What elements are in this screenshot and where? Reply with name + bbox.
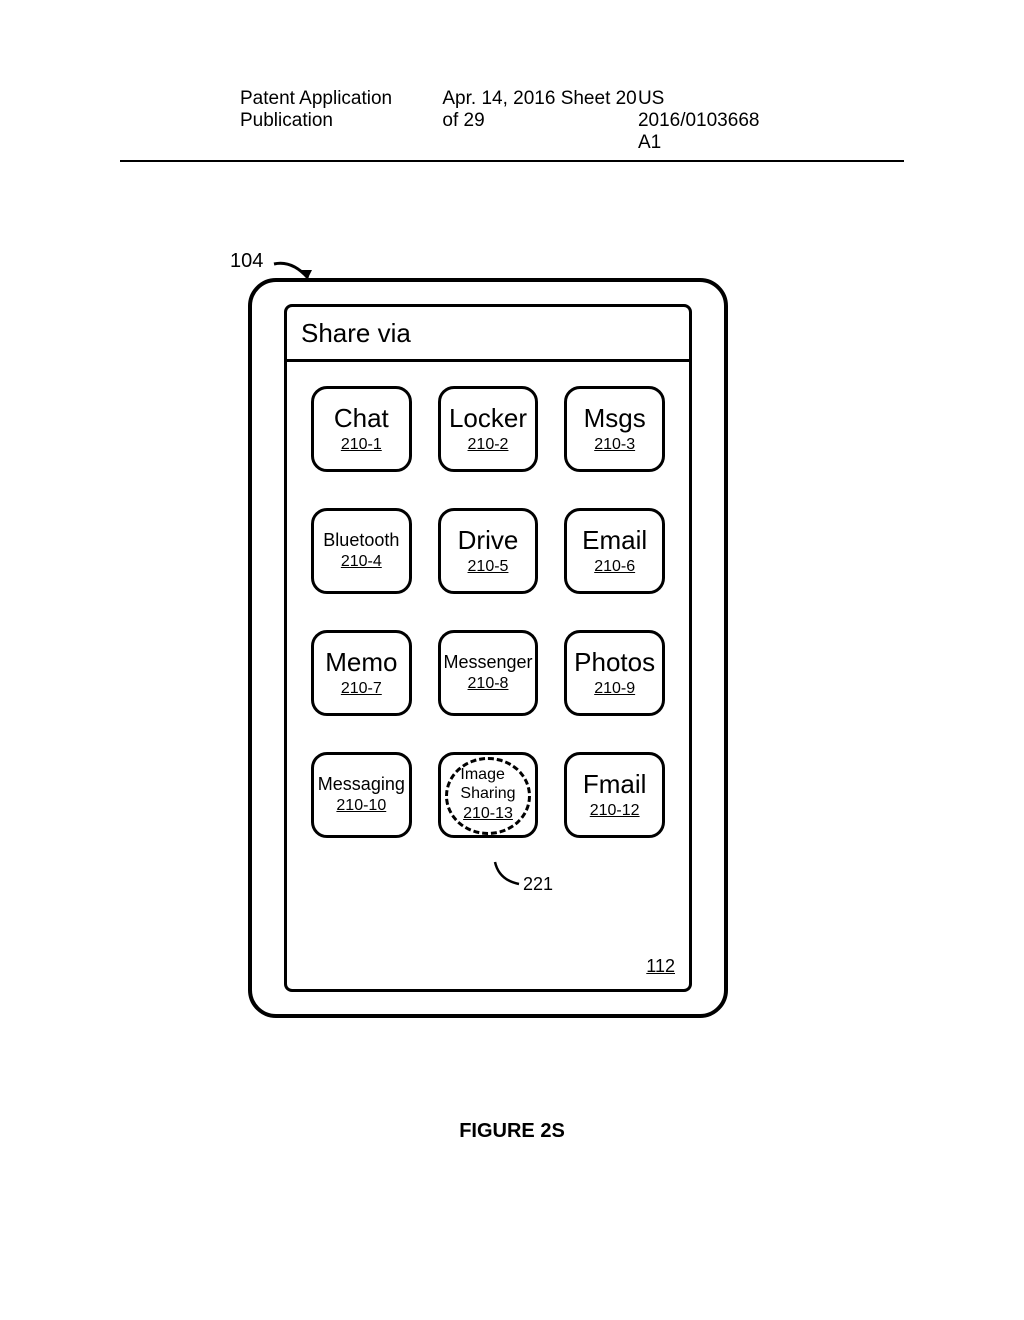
share-option-name: Bluetooth: [323, 530, 399, 551]
share-option-name: Messenger: [443, 652, 532, 673]
share-option-ref: 210-12: [590, 802, 640, 820]
header-center: Apr. 14, 2016 Sheet 20 of 29: [442, 88, 638, 154]
ref-221-label: 221: [523, 874, 553, 895]
header-left: Patent Application Publication: [240, 88, 442, 154]
share-option-tile[interactable]: ImageSharing 210-13: [438, 752, 539, 838]
share-options-grid: Chat 210-1 Locker 210-2 Msgs 210-3 Bluetooth 21…: [311, 386, 665, 838]
share-option-ref: 210-10: [336, 797, 386, 815]
share-option-ref: 210-9: [594, 680, 635, 698]
share-option-tile[interactable]: Chat 210-1: [311, 386, 412, 472]
share-option-tile[interactable]: Locker 210-2: [438, 386, 539, 472]
share-option-name: Msgs: [584, 404, 646, 434]
ref-221-leader: [491, 858, 525, 888]
page-header: Patent Application Publication Apr. 14, …: [120, 88, 904, 162]
share-option-ref: 210-1: [341, 436, 382, 454]
share-option-ref: 210-4: [341, 553, 382, 571]
share-option-tile[interactable]: Messaging 210-10: [311, 752, 412, 838]
share-option-tile[interactable]: Email 210-6: [564, 508, 665, 594]
header-right: US 2016/0103668 A1: [638, 88, 784, 154]
share-option-name: Email: [582, 526, 647, 556]
share-option-tile[interactable]: Drive 210-5: [438, 508, 539, 594]
share-option-tile[interactable]: Messenger 210-8: [438, 630, 539, 716]
share-option-ref: 210-3: [594, 436, 635, 454]
share-option-name: Photos: [574, 648, 655, 678]
share-option-name: Fmail: [583, 770, 647, 800]
share-option-name: Messaging: [318, 774, 405, 795]
share-option-tile[interactable]: Memo 210-7: [311, 630, 412, 716]
share-dialog-content: Chat 210-1 Locker 210-2 Msgs 210-3 Bluetooth 21…: [284, 362, 692, 992]
device-frame: Share via Chat 210-1 Locker 210-2 Msgs 210-3 B…: [248, 278, 728, 1018]
share-dialog-titlebar: Share via: [284, 304, 692, 362]
share-option-name: ImageSharing: [460, 766, 515, 803]
share-option-name: Locker: [449, 404, 527, 434]
share-option-tile[interactable]: Bluetooth 210-4: [311, 508, 412, 594]
share-option-tile[interactable]: Photos 210-9: [564, 630, 665, 716]
share-option-ref: 210-2: [468, 436, 509, 454]
figure-caption: FIGURE 2S: [0, 1120, 1024, 1143]
share-option-name: Chat: [334, 404, 389, 434]
share-option-ref: 210-13: [463, 805, 513, 823]
share-option-ref: 210-8: [468, 675, 509, 693]
ref-104-label: 104: [230, 250, 263, 273]
share-option-ref: 210-6: [594, 558, 635, 576]
share-option-tile[interactable]: Msgs 210-3: [564, 386, 665, 472]
share-option-ref: 210-7: [341, 680, 382, 698]
share-option-ref: 210-5: [468, 558, 509, 576]
share-option-tile[interactable]: Fmail 210-12: [564, 752, 665, 838]
share-option-name: Drive: [458, 526, 519, 556]
share-option-name: Memo: [325, 648, 397, 678]
ref-112-label: 112: [646, 956, 675, 977]
share-dialog-title: Share via: [301, 318, 411, 349]
